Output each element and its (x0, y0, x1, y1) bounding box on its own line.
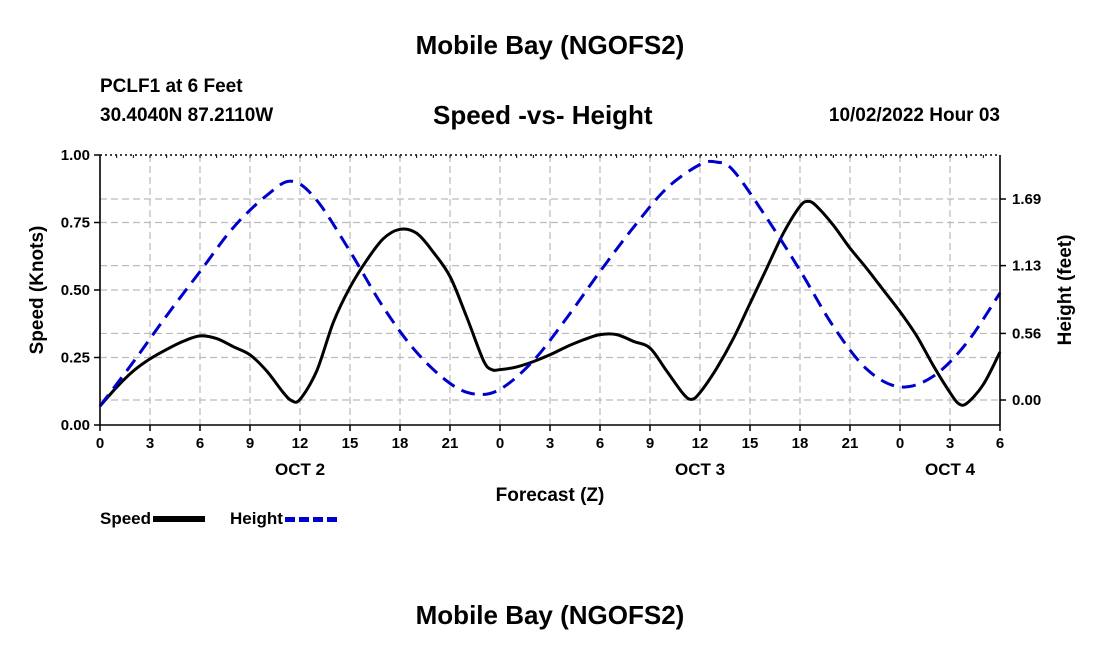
y-tick-label-right: 0.56 (1012, 325, 1041, 342)
x-tick-label: 3 (546, 435, 554, 452)
date-label: OCT 4 (925, 460, 976, 479)
x-tick-label: 3 (146, 435, 154, 452)
station-label: PCLF1 at 6 Feet (100, 76, 243, 97)
legend-height-label: Height (230, 509, 283, 528)
x-tick-label: 0 (896, 435, 904, 452)
chart-labels: 0 3 6 9 12 15 18 21 0 3 6 9 12 15 18 21 0 3 6 OCT 2 OCT 3 OCT… (27, 147, 1076, 506)
x-tick-label: 0 (96, 435, 104, 452)
chart-frame (94, 154, 1006, 431)
date-label: OCT 3 (675, 460, 725, 479)
x-tick-label: 9 (246, 435, 254, 452)
x-tick-label: 6 (596, 435, 604, 452)
legend-speed: Speed (100, 509, 206, 529)
y-tick-label-left: 0.00 (61, 417, 90, 434)
main-title: Mobile Bay (NGOFS2) (415, 30, 685, 60)
x-tick-label: 3 (946, 435, 954, 452)
y-tick-label-left: 0.75 (61, 215, 90, 232)
legend-height-swatch (284, 516, 337, 522)
y-tick-label-left: 0.50 (61, 282, 90, 299)
x-tick-label: 6 (996, 435, 1004, 452)
legend-height: Height (230, 509, 337, 529)
y-tick-label-right: 0.00 (1012, 392, 1041, 409)
x-tick-label: 21 (842, 435, 859, 452)
station-coordinates: 30.4040N 87.2110W (100, 105, 274, 126)
x-tick-label: 15 (342, 435, 359, 452)
y-tick-label-left: 1.00 (61, 147, 90, 164)
legend-speed-label: Speed (100, 509, 152, 528)
x-tick-label: 21 (442, 435, 459, 452)
speed-series-line (98, 199, 1002, 408)
height-series-line (98, 159, 1002, 407)
forecast-datetime: 10/02/2022 Hour 03 (828, 105, 1000, 126)
x-tick-label: 9 (646, 435, 654, 452)
legend-speed-swatch (153, 516, 206, 522)
x-tick-label: 18 (792, 435, 809, 452)
chart-series (98, 159, 1002, 408)
y-tick-label-left: 0.25 (61, 350, 90, 367)
y-axis-label-left: Speed (Knots) (27, 226, 48, 355)
chart-subtitle: Speed -vs- Height (433, 100, 653, 130)
date-label: OCT 2 (275, 460, 325, 479)
x-tick-label: 15 (742, 435, 759, 452)
x-axis-label: Forecast (Z) (496, 485, 605, 506)
x-tick-label: 0 (496, 435, 504, 452)
x-tick-label: 12 (292, 435, 309, 452)
y-tick-label-right: 1.69 (1012, 191, 1041, 208)
x-tick-label: 6 (196, 435, 204, 452)
x-tick-label: 18 (392, 435, 409, 452)
bottom-title: Mobile Bay (NGOFS2) (415, 600, 685, 630)
chart-grid (100, 155, 1000, 425)
y-axis-label-right: Height (feet) (1055, 235, 1076, 346)
y-tick-label-right: 1.13 (1012, 258, 1041, 275)
x-tick-label: 12 (692, 435, 709, 452)
